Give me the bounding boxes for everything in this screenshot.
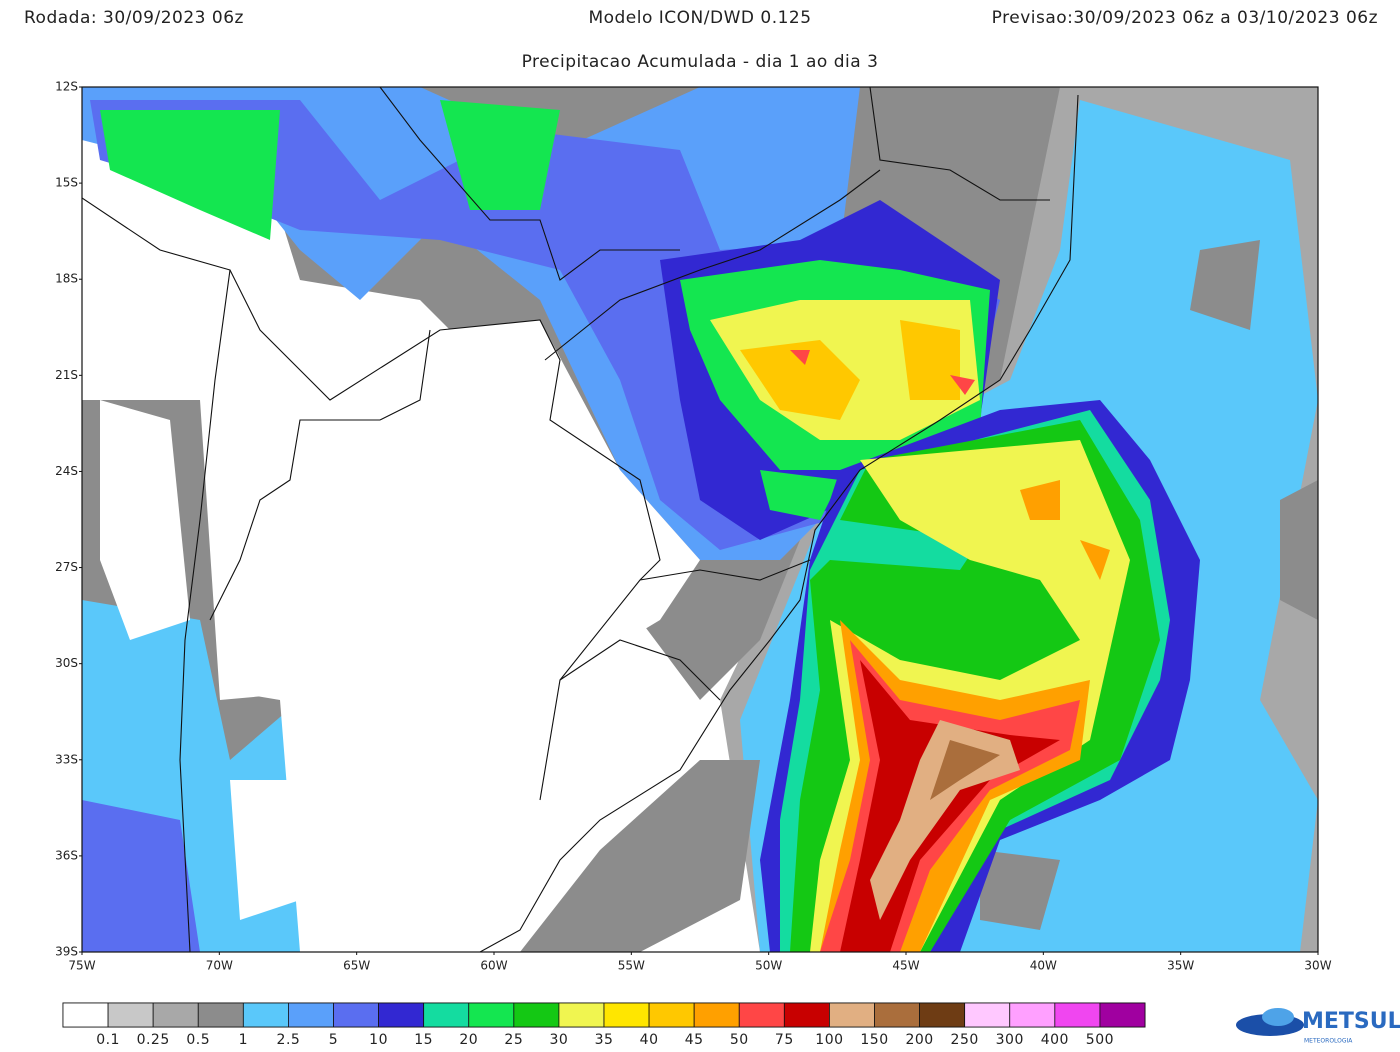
colorbar-label: 10 xyxy=(369,1032,388,1048)
colorbar-label: 1 xyxy=(239,1032,248,1048)
colorbar-label: 2.5 xyxy=(277,1032,301,1048)
colorbar-swatch xyxy=(152,1002,199,1028)
colorbar-swatch xyxy=(783,1002,830,1028)
colorbar-swatch xyxy=(107,1002,154,1028)
colorbar-swatch xyxy=(693,1002,740,1028)
colorbar-label: 50 xyxy=(730,1032,749,1048)
lon-label: 50W xyxy=(755,959,782,973)
colorbar-swatch xyxy=(829,1002,875,1028)
colorbar-swatch xyxy=(648,1002,695,1028)
model-label: Modelo ICON/DWD 0.125 xyxy=(588,8,811,28)
colorbar-swatch xyxy=(423,1002,470,1028)
lat-label: 15S xyxy=(55,176,78,190)
colorbar-swatch xyxy=(1009,1002,1056,1028)
colorbar-swatch xyxy=(378,1002,425,1028)
lon-label: 65W xyxy=(343,959,370,973)
lon-label: 35W xyxy=(1167,959,1194,973)
colorbar-label: 0.5 xyxy=(186,1032,210,1048)
colorbar-label: 500 xyxy=(1086,1032,1114,1048)
colorbar-swatch xyxy=(558,1002,605,1028)
lon-label: 75W xyxy=(68,959,95,973)
logo: METSUL METEOROLOGIA xyxy=(1236,1008,1400,1045)
colorbar-label: 200 xyxy=(905,1032,933,1048)
lat-label: 27S xyxy=(55,560,78,574)
colorbar-label: 150 xyxy=(860,1032,888,1048)
lon-label: 70W xyxy=(206,959,233,973)
colorbar-label: 25 xyxy=(504,1032,523,1048)
lon-label: 40W xyxy=(1030,959,1057,973)
colorbar-label: 20 xyxy=(459,1032,478,1048)
colorbar-swatch xyxy=(468,1002,515,1028)
forecast-label: Previsao:30/09/2023 06z a 03/10/2023 06z xyxy=(992,8,1378,28)
colorbar-label: 250 xyxy=(951,1032,979,1048)
colorbar-swatch xyxy=(874,1002,920,1028)
colorbar-label: 40 xyxy=(640,1032,659,1048)
colorbar-swatch xyxy=(333,1002,379,1028)
colorbar-swatch xyxy=(197,1002,244,1028)
colorbar-label: 30 xyxy=(550,1032,569,1048)
colorbar-label: 5 xyxy=(329,1032,338,1048)
lat-label: 24S xyxy=(55,464,78,478)
lat-label: 12S xyxy=(55,80,78,94)
colorbar-swatch xyxy=(738,1002,785,1028)
colorbar-label: 0.1 xyxy=(96,1032,120,1048)
colorbar-swatch xyxy=(603,1002,650,1028)
lon-label: 55W xyxy=(618,959,645,973)
colorbar-label: 100 xyxy=(815,1032,843,1048)
colorbar-label: 75 xyxy=(775,1032,794,1048)
logo-name: METSUL xyxy=(1302,1009,1400,1034)
logo-tagline: METEOROLOGIA xyxy=(1304,1038,1353,1045)
colorbar-swatch xyxy=(964,1002,1011,1028)
colorbar-label: 35 xyxy=(595,1032,614,1048)
subtitle: Precipitacao Acumulada - dia 1 ao dia 3 xyxy=(522,52,879,72)
colorbar-swatch xyxy=(62,1002,109,1028)
lat-label: 36S xyxy=(55,848,78,862)
lat-label: 33S xyxy=(55,752,78,766)
colorbar-swatch xyxy=(513,1002,560,1028)
colorbar-label: 300 xyxy=(996,1032,1024,1048)
colorbar-label: 15 xyxy=(414,1032,433,1048)
map xyxy=(81,86,1319,953)
lon-label: 60W xyxy=(480,959,507,973)
lat-label: 30S xyxy=(55,656,78,670)
lat-label: 39S xyxy=(55,945,78,959)
colorbar-swatch xyxy=(242,1002,289,1028)
lon-label: 45W xyxy=(892,959,919,973)
lon-label: 30W xyxy=(1304,959,1331,973)
logo-highlight xyxy=(1262,1008,1294,1026)
colorbar-swatch xyxy=(1099,1002,1146,1028)
colorbar-swatch xyxy=(288,1002,334,1028)
lat-label: 21S xyxy=(55,368,78,382)
colorbar-label: 400 xyxy=(1041,1032,1069,1048)
colorbar-swatch xyxy=(919,1002,966,1028)
colorbar-label: 0.25 xyxy=(137,1032,170,1048)
lat-label: 18S xyxy=(55,272,78,286)
colorbar-label: 45 xyxy=(685,1032,704,1048)
colorbar-swatch xyxy=(1054,1002,1101,1028)
run-label: Rodada: 30/09/2023 06z xyxy=(24,8,244,28)
